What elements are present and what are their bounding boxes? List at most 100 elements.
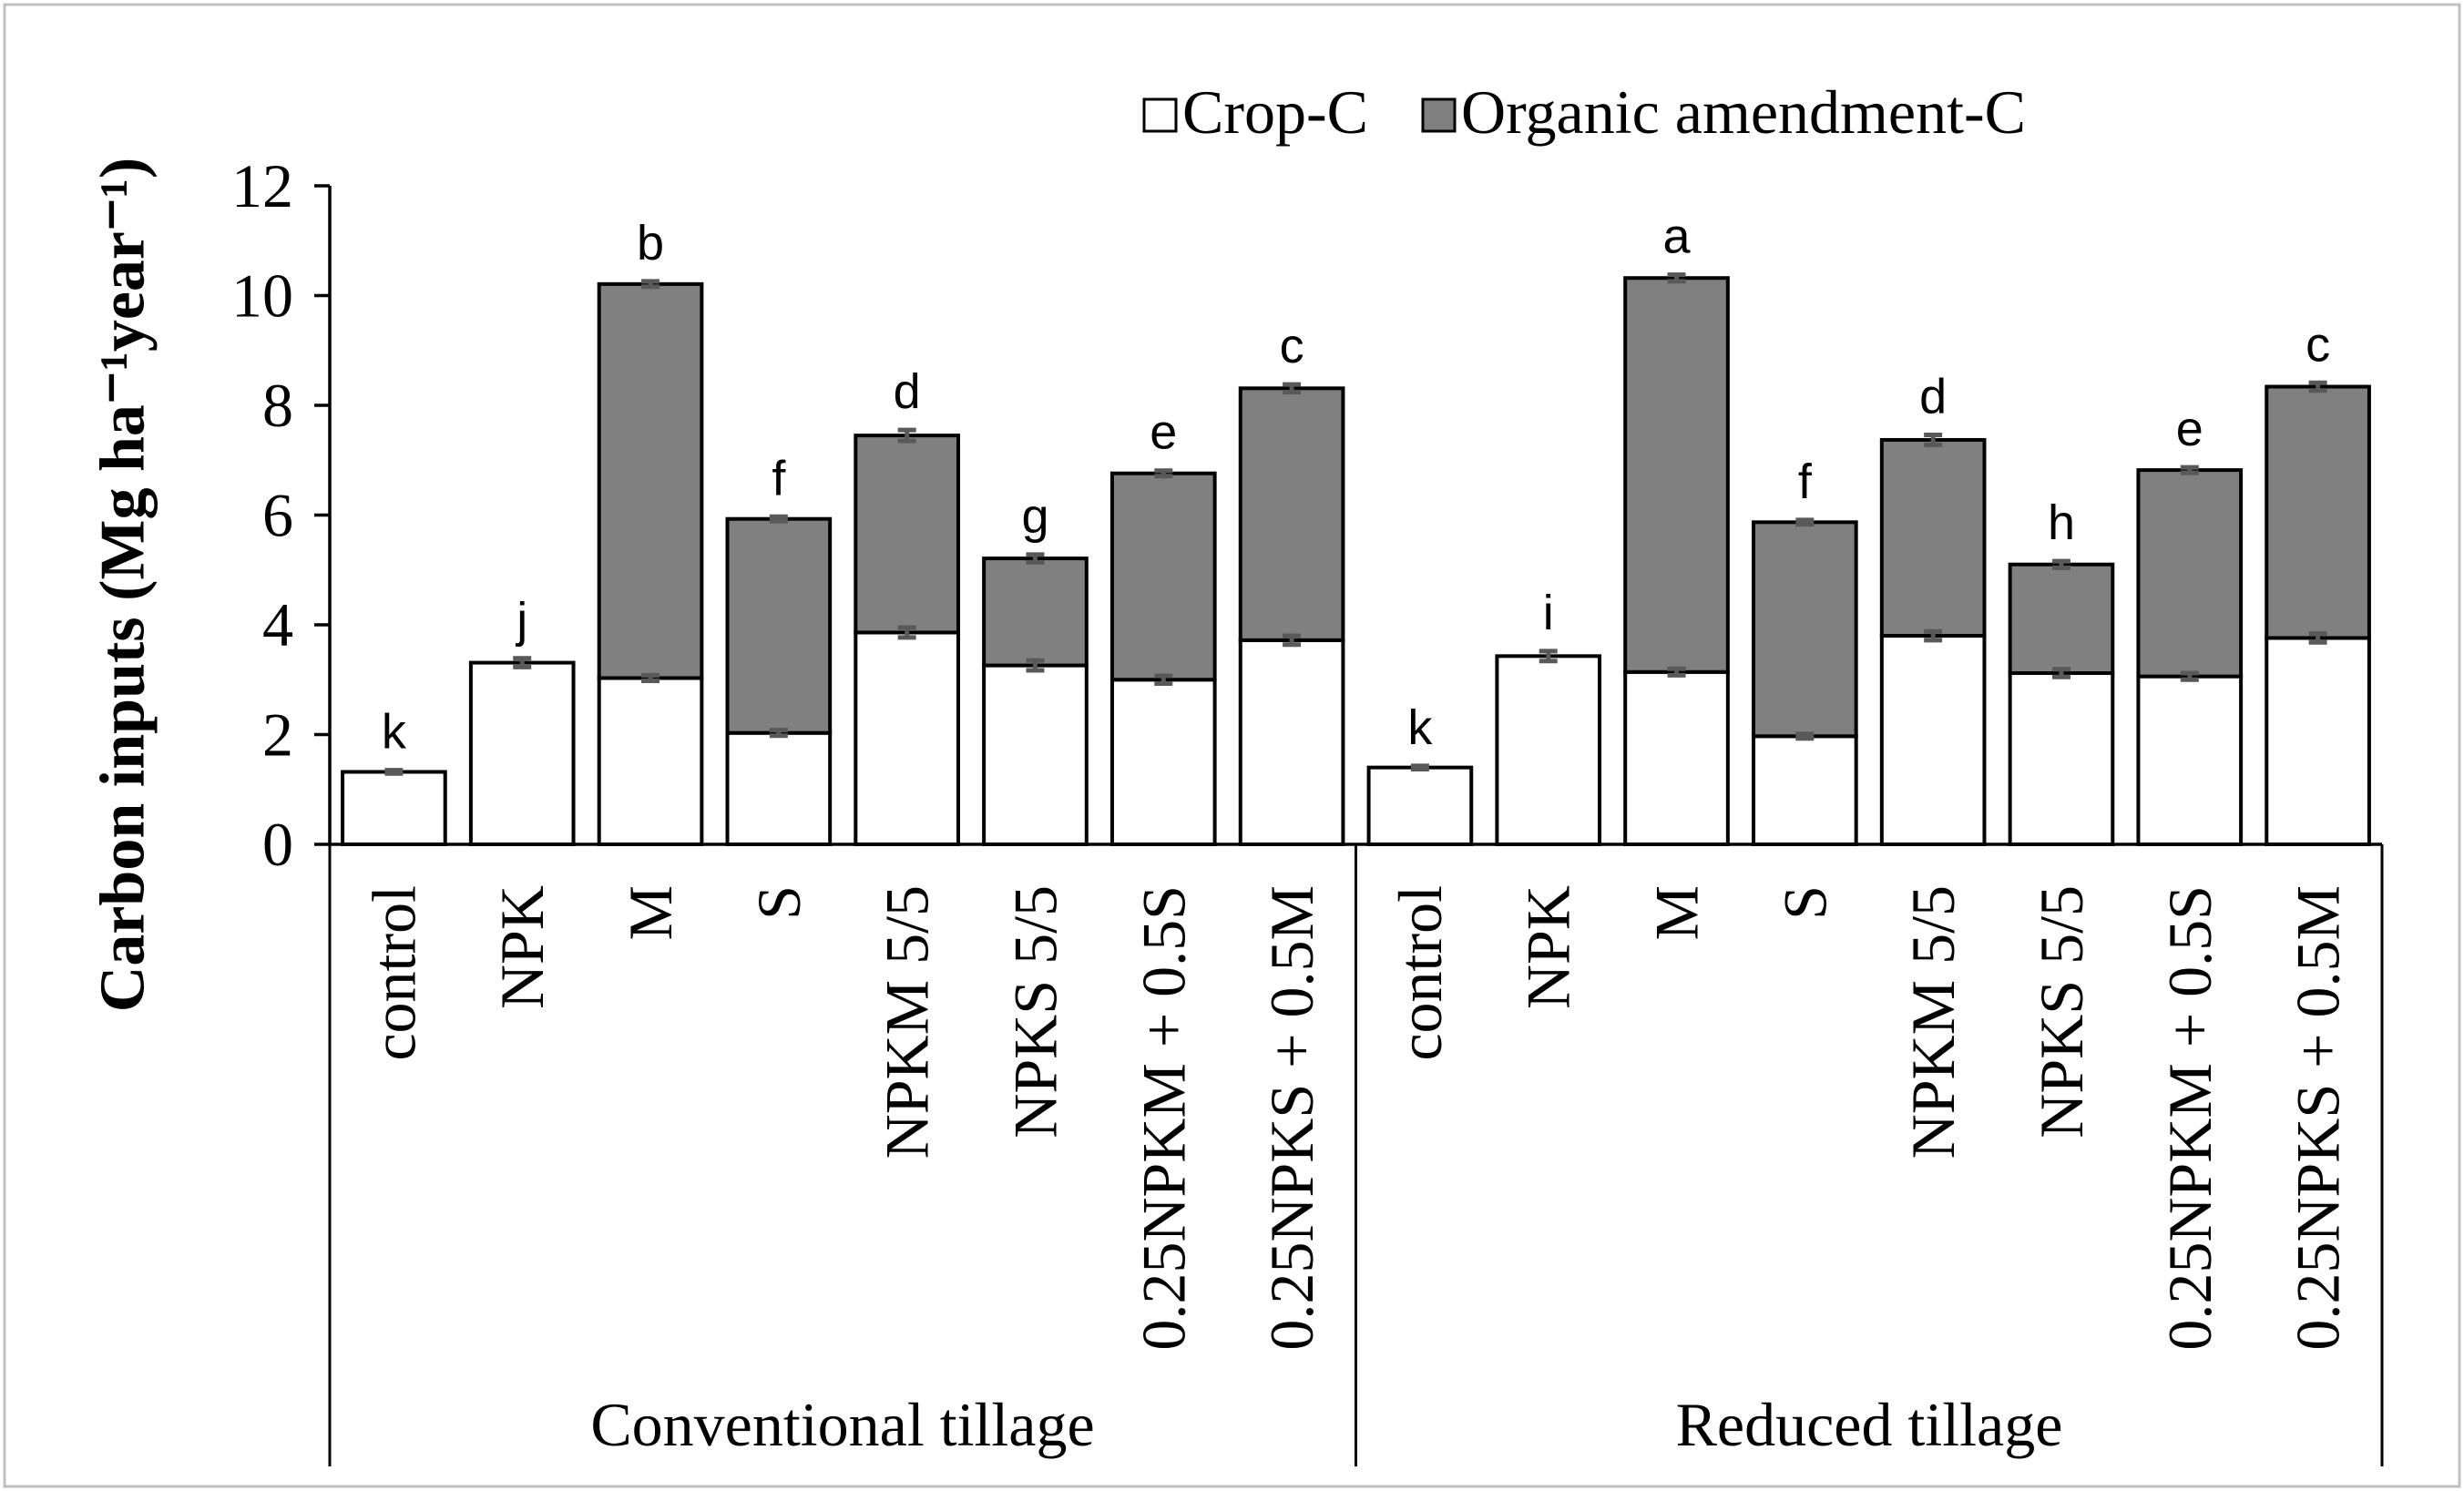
- bar-organic-amendment-c-conventional-tillage-m: [597, 281, 704, 680]
- category-label-reduced-tillage-s: S: [1770, 885, 1839, 920]
- bar-crop-c-conventional-tillage-0-25npkm-0-5s: [1109, 678, 1217, 846]
- error-bar-crop-c-conventional-tillage-0-25npks-0-5m: [1283, 633, 1302, 648]
- significance-letters: k j b f d g e c k i a f d h e c: [382, 209, 2330, 760]
- significance-letter-reduced-tillage-npkm-5-5: d: [1919, 370, 1947, 424]
- category-label-reduced-tillage-m: M: [1642, 885, 1712, 940]
- bar-crop-c-reduced-tillage-0-25npks-0-5m: [2265, 636, 2371, 847]
- error-bars: [384, 272, 2327, 776]
- bar-crop-c-conventional-tillage-0-25npks-0-5m: [1238, 638, 1345, 846]
- category-label-reduced-tillage-0-25npks-0-5m: 0.25NPKS + 0.5M: [2284, 885, 2353, 1351]
- error-bar-organic-amendment-c-conventional-tillage-m: [641, 279, 660, 290]
- significance-letter-conventional-tillage-npks-5-5: g: [1021, 489, 1048, 544]
- bar-organic-amendment-c-reduced-tillage-0-25npkm-0-5s: [2136, 468, 2244, 679]
- y-tick-label: 8: [262, 371, 293, 440]
- error-bar-crop-c-reduced-tillage-npk: [1539, 648, 1558, 664]
- bar-crop-c-conventional-tillage-npk: [468, 660, 576, 847]
- legend-swatch-organic-amendment-c: [1421, 97, 1457, 133]
- y-tick-label: 6: [262, 481, 293, 550]
- error-bar-organic-amendment-c-reduced-tillage-0-25npkm-0-5s: [2180, 465, 2199, 475]
- error-bar-organic-amendment-c-conventional-tillage-npks-5-5: [1026, 552, 1045, 565]
- significance-letter-conventional-tillage-control: k: [382, 705, 407, 760]
- significance-letter-reduced-tillage-0-25npkm-0-5s: e: [2176, 402, 2203, 456]
- error-bar-organic-amendment-c-conventional-tillage-s: [769, 514, 788, 524]
- significance-letter-reduced-tillage-control: k: [1407, 700, 1433, 755]
- error-bar-organic-amendment-c-reduced-tillage-m: [1667, 272, 1686, 284]
- bar-organic-amendment-c-reduced-tillage-m: [1623, 276, 1730, 674]
- bar-organic-amendment-c-conventional-tillage-npkm-5-5: [854, 434, 960, 635]
- error-bar-crop-c-reduced-tillage-control: [1410, 763, 1429, 771]
- significance-letter-reduced-tillage-npk: i: [1543, 586, 1554, 640]
- error-bar-organic-amendment-c-conventional-tillage-0-25npks-0-5m: [1283, 382, 1302, 395]
- error-bar-organic-amendment-c-reduced-tillage-0-25npks-0-5m: [2308, 380, 2327, 393]
- bar-crop-c-conventional-tillage-s: [725, 730, 833, 847]
- bar-organic-amendment-c-conventional-tillage-npks-5-5: [982, 557, 1089, 668]
- error-bar-crop-c-reduced-tillage-s: [1795, 731, 1815, 741]
- category-label-reduced-tillage-npk: NPK: [1514, 885, 1583, 1009]
- error-bar-organic-amendment-c-conventional-tillage-0-25npkm-0-5s: [1154, 468, 1173, 479]
- significance-letter-conventional-tillage-npk: j: [515, 593, 527, 648]
- error-bar-organic-amendment-c-conventional-tillage-npkm-5-5: [897, 427, 916, 444]
- legend-swatch-crop-c: [1142, 97, 1178, 133]
- y-tick-label: 12: [231, 151, 293, 220]
- group-label-reduced-tillage: Reduced tillage: [1676, 1390, 2063, 1459]
- bar-organic-amendment-c-reduced-tillage-npkm-5-5: [1879, 437, 1987, 638]
- error-bar-crop-c-reduced-tillage-0-25npkm-0-5s: [2180, 670, 2199, 682]
- significance-letter-reduced-tillage-s: f: [1798, 454, 1813, 509]
- error-bar-crop-c-reduced-tillage-0-25npks-0-5m: [2308, 631, 2327, 645]
- significance-letter-conventional-tillage-npkm-5-5: d: [894, 364, 921, 419]
- bar-organic-amendment-c-conventional-tillage-0-25npkm-0-5s: [1109, 471, 1217, 682]
- bar-crop-c-reduced-tillage-m: [1623, 669, 1730, 846]
- error-bar-crop-c-conventional-tillage-0-25npkm-0-5s: [1154, 673, 1173, 686]
- category-label-conventional-tillage-0-25npks-0-5m: 0.25NPKS + 0.5M: [1257, 885, 1326, 1351]
- category-label-conventional-tillage-npkm-5-5: NPKM 5/5: [873, 885, 942, 1159]
- error-bar-organic-amendment-c-reduced-tillage-npkm-5-5: [1924, 433, 1943, 447]
- legend-label-organic-amendment-c: Organic amendment-C: [1461, 77, 2026, 147]
- category-label-conventional-tillage-npk: NPK: [487, 885, 557, 1009]
- significance-letter-reduced-tillage-0-25npks-0-5m: c: [2306, 317, 2330, 372]
- bar-marks: [341, 276, 2371, 847]
- bar-crop-c-reduced-tillage-npk: [1495, 654, 1602, 847]
- bar-crop-c-reduced-tillage-0-25npkm-0-5s: [2136, 674, 2244, 847]
- category-labels: control NPK M S NPKM 5/5 NPKS 5/5 0.25NPKM + 0…: [359, 885, 2352, 1351]
- bar-crop-c-conventional-tillage-npks-5-5: [982, 663, 1089, 847]
- error-bar-organic-amendment-c-reduced-tillage-s: [1795, 517, 1815, 527]
- bar-crop-c-conventional-tillage-m: [597, 676, 704, 846]
- bar-organic-amendment-c-conventional-tillage-0-25npks-0-5m: [1238, 386, 1345, 642]
- bar-crop-c-conventional-tillage-control: [341, 770, 447, 846]
- y-axis-title: Carbon inputs (Mg ha⁻¹year⁻¹): [88, 158, 158, 1012]
- error-bar-crop-c-conventional-tillage-npk: [513, 656, 532, 669]
- error-bar-organic-amendment-c-reduced-tillage-npks-5-5: [2051, 558, 2070, 570]
- y-tick-label: 2: [262, 700, 293, 770]
- bar-organic-amendment-c-reduced-tillage-0-25npks-0-5m: [2265, 384, 2371, 640]
- category-label-reduced-tillage-0-25npkm-0-5s: 0.25NPKM + 0.5S: [2155, 885, 2224, 1351]
- error-bar-crop-c-conventional-tillage-npkm-5-5: [897, 625, 916, 640]
- group-label-conventional-tillage: Conventional tillage: [590, 1390, 1094, 1459]
- category-label-reduced-tillage-npkm-5-5: NPKM 5/5: [1898, 885, 1968, 1159]
- category-label-conventional-tillage-m: M: [616, 885, 685, 940]
- y-tick-label: 0: [262, 810, 293, 879]
- error-bar-crop-c-conventional-tillage-control: [384, 768, 404, 776]
- bar-organic-amendment-c-reduced-tillage-npks-5-5: [2008, 562, 2115, 676]
- category-label-conventional-tillage-npks-5-5: NPKS 5/5: [1000, 885, 1069, 1139]
- category-label-reduced-tillage-control: control: [1385, 885, 1455, 1061]
- legend: Crop-C Organic amendment-C: [1142, 77, 2026, 147]
- significance-letter-conventional-tillage-0-25npkm-0-5s: e: [1150, 405, 1177, 460]
- y-tick-label: 4: [262, 590, 293, 659]
- significance-letter-reduced-tillage-m: a: [1663, 209, 1692, 264]
- category-label-conventional-tillage-control: control: [359, 885, 428, 1061]
- bar-organic-amendment-c-conventional-tillage-s: [725, 516, 833, 735]
- error-bar-crop-c-conventional-tillage-npks-5-5: [1026, 658, 1045, 673]
- error-bar-crop-c-reduced-tillage-npks-5-5: [2051, 667, 2070, 679]
- bar-crop-c-reduced-tillage-npks-5-5: [2008, 671, 2115, 847]
- error-bar-crop-c-conventional-tillage-m: [641, 672, 660, 683]
- significance-letter-conventional-tillage-m: b: [637, 216, 664, 271]
- y-tick-label: 10: [231, 261, 293, 331]
- significance-letter-conventional-tillage-s: f: [772, 451, 786, 506]
- category-label-conventional-tillage-0-25npkm-0-5s: 0.25NPKM + 0.5S: [1129, 885, 1198, 1351]
- bar-crop-c-reduced-tillage-s: [1752, 734, 1858, 846]
- significance-letter-reduced-tillage-npks-5-5: h: [2048, 495, 2075, 550]
- bar-crop-c-conventional-tillage-npkm-5-5: [854, 630, 960, 846]
- category-label-reduced-tillage-npks-5-5: NPKS 5/5: [2027, 885, 2096, 1139]
- error-bar-crop-c-reduced-tillage-m: [1667, 666, 1686, 678]
